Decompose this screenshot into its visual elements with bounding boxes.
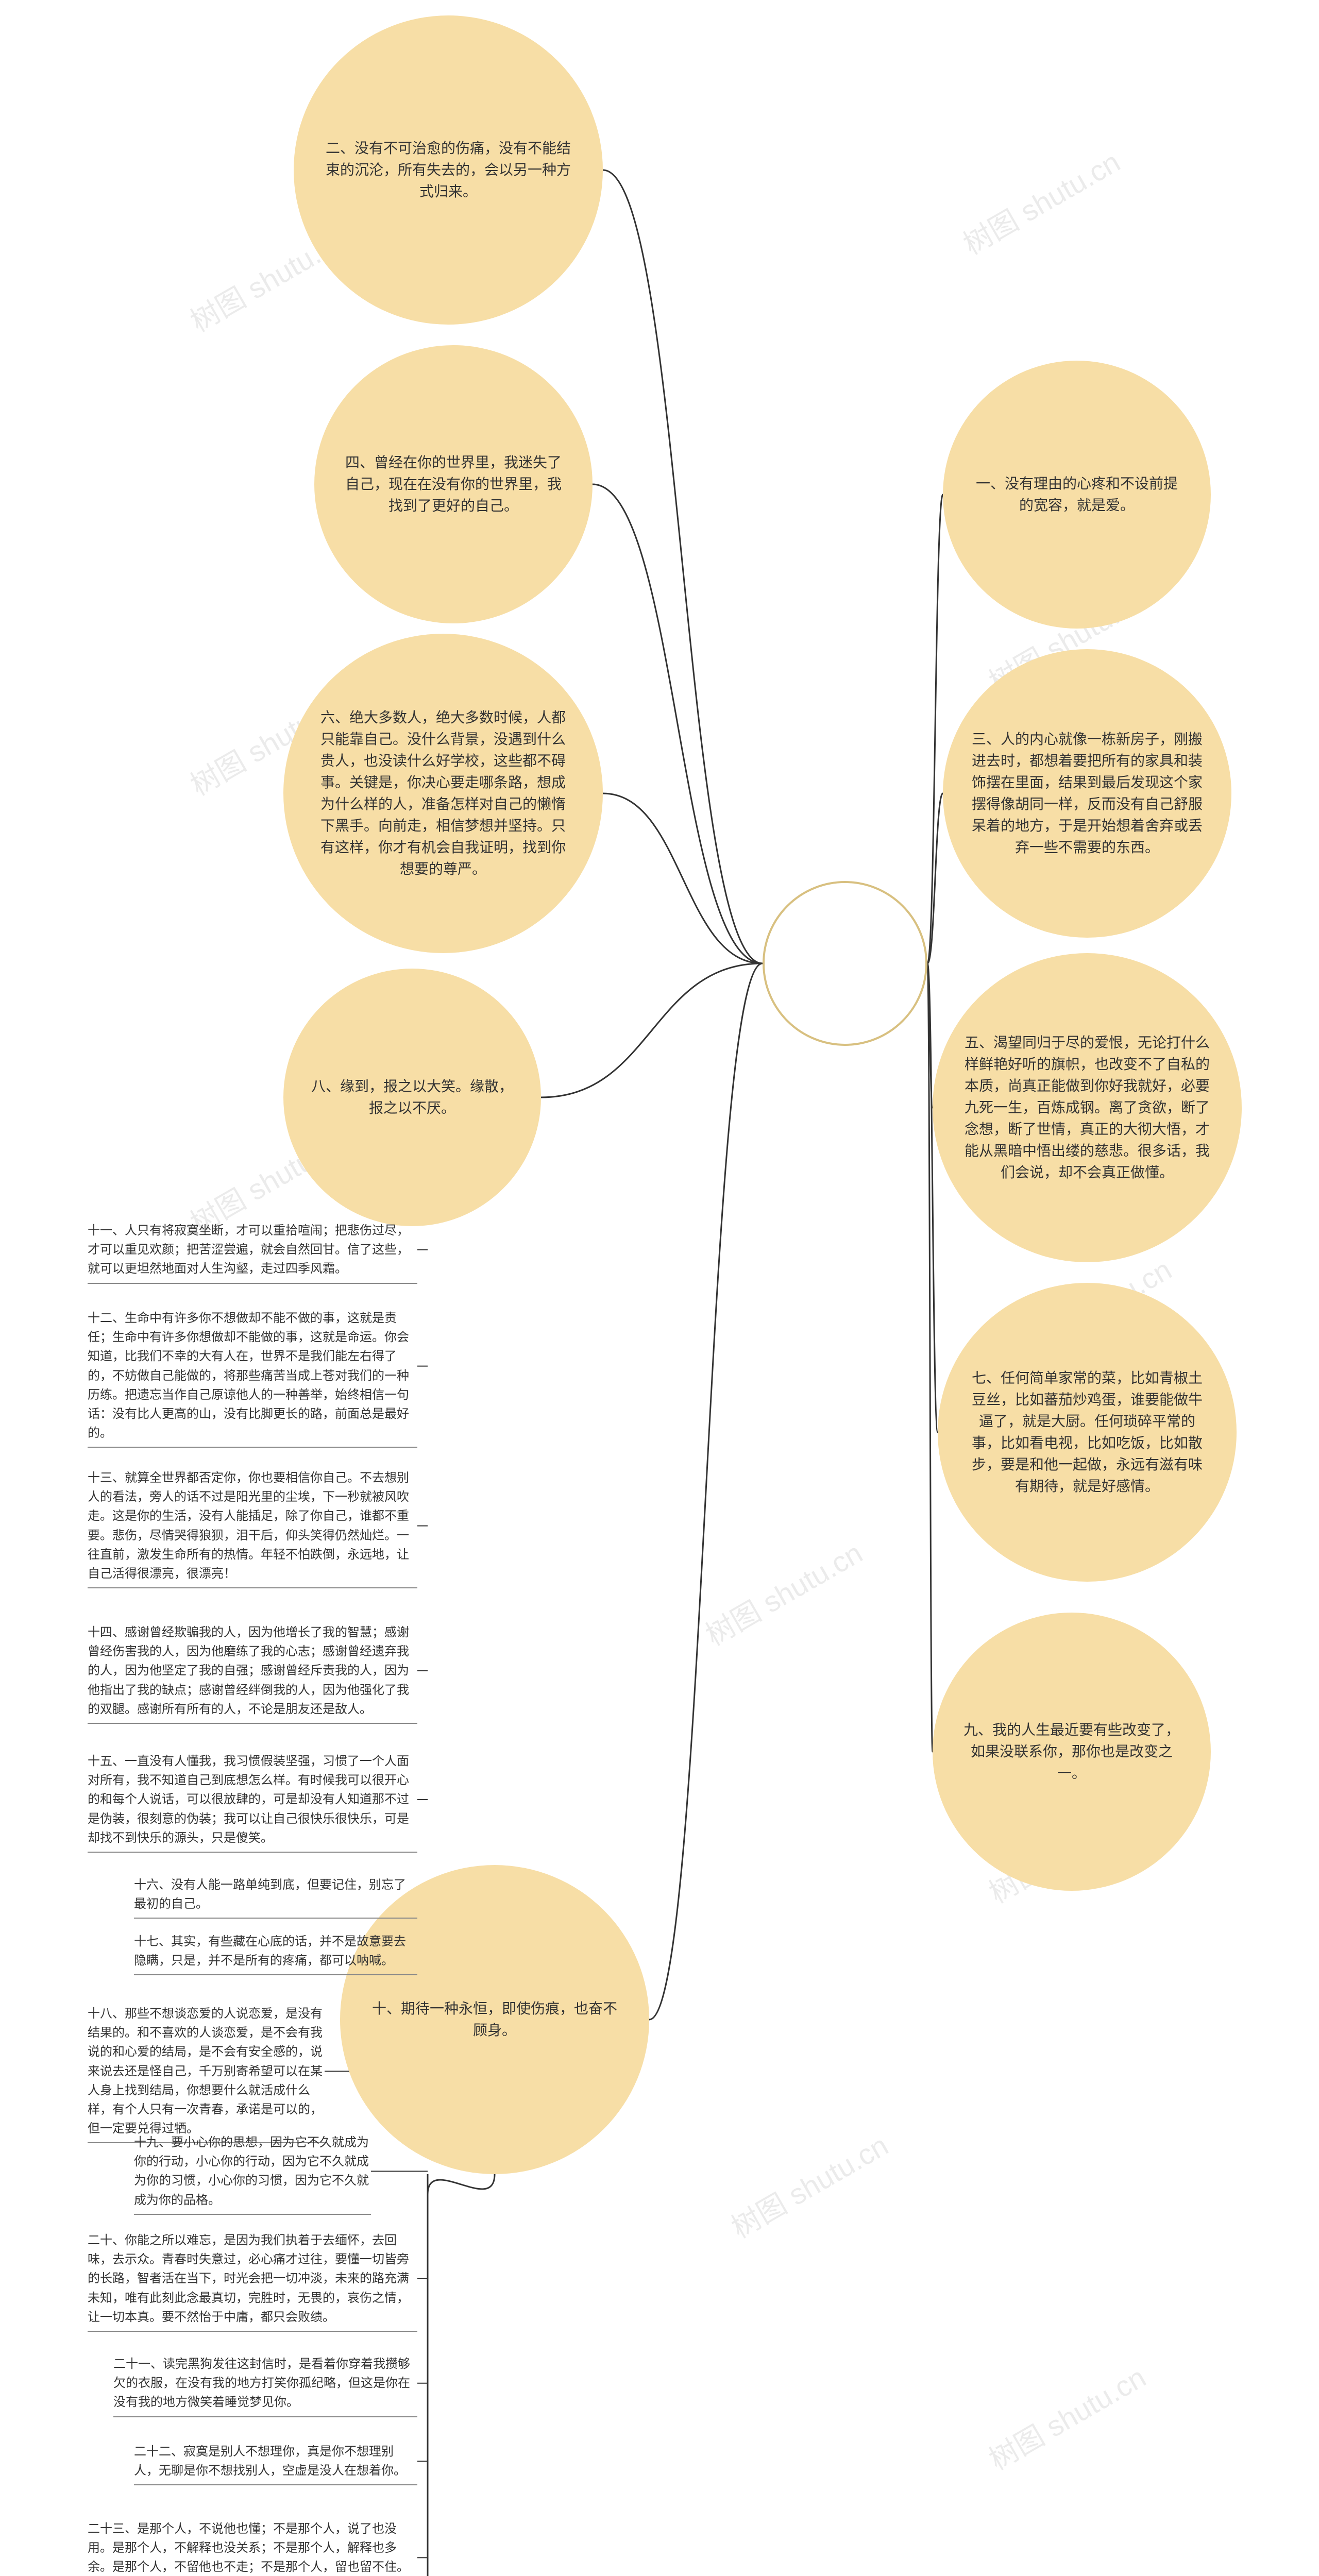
leaf-text: 十一、人只有将寂寞坐断，才可以重拾喧闹；把悲伤过尽，才可以重见欢颜；把苦涩尝遍，…	[88, 1224, 409, 1276]
edge	[927, 495, 943, 963]
bubble-text: 八、缘到，报之以大笑。缘散，报之以不厌。	[309, 1076, 515, 1119]
leaf-text: 十五、一直没有人懂我，我习惯假装坚强，习惯了一个人面对所有，我不知道自己到底想怎…	[88, 1754, 409, 1845]
watermark: 树图 shutu.cn	[697, 1531, 869, 1654]
bubble-text: 十、期待一种永恒，即使伤痕，也奋不顾身。	[371, 1998, 618, 2041]
bubble-text: 五、渴望同归于尽的爱恨，无论打什么样鲜艳好听的旗帜，也改变不了自私的本质，尚真正…	[963, 1032, 1211, 1183]
center-node[interactable]	[763, 881, 927, 1046]
leaf-node[interactable]: 十五、一直没有人懂我，我习惯假装坚强，习惯了一个人面对所有，我不知道自己到底想怎…	[88, 1752, 417, 1853]
leaf-text: 十六、没有人能一路单纯到底，但要记住，别忘了最初的自己。	[134, 1878, 406, 1911]
bubble-node[interactable]: 六、绝大多数人，绝大多数时候，人都只能靠自己。没什么背景，没遇到什么贵人，也没读…	[283, 634, 603, 953]
bubble-node[interactable]: 四、曾经在你的世界里，我迷失了自己，现在在没有你的世界里，我找到了更好的自己。	[314, 345, 593, 623]
leaf-node[interactable]: 二十三、是那个人，不说他也懂；不是那个人，说了也没用。是那个人，不解释也没关系；…	[88, 2519, 417, 2576]
edge	[927, 963, 933, 1752]
leaf-text: 二十二、寂寞是别人不想理你，真是你不想理别人，无聊是你不想找别人，空虚是没人在想…	[134, 2445, 406, 2478]
edge	[593, 484, 763, 963]
leaf-node[interactable]: 二十二、寂寞是别人不想理你，真是你不想理别人，无聊是你不想找别人，空虚是没人在想…	[134, 2442, 417, 2485]
leaf-node[interactable]: 十二、生命中有许多你不想做却不能不做的事，这就是责任；生命中有许多你想做却不能做…	[88, 1309, 417, 1448]
leaf-node[interactable]: 十一、人只有将寂寞坐断，才可以重拾喧闹；把悲伤过尽，才可以重见欢颜；把苦涩尝遍，…	[88, 1221, 417, 1284]
bubble-text: 二、没有不可治愈的伤痛，没有不能结束的沉沦，所有失去的，会以另一种方式归来。	[325, 138, 572, 202]
watermark: 树图 shutu.cn	[954, 140, 1126, 263]
leaf-node[interactable]: 二十、你能之所以难忘，是因为我们执着于去缅怀，去回味，去示众。青春时失意过，必心…	[88, 2231, 417, 2332]
bubble-node[interactable]: 五、渴望同归于尽的爱恨，无论打什么样鲜艳好听的旗帜，也改变不了自私的本质，尚真正…	[933, 953, 1242, 1262]
leaf-node[interactable]: 十三、就算全世界都否定你，你也要相信你自己。不去想别人的看法，旁人的话不过是阳光…	[88, 1468, 417, 1588]
edge	[927, 963, 933, 1108]
edge	[927, 793, 943, 963]
leaf-node[interactable]: 二十一、读完黑狗发往这封信时，是看着你穿着我攒够欠的衣服，在没有我的地方打笑你孤…	[113, 2354, 417, 2417]
bubble-node[interactable]: 二、没有不可治愈的伤痛，没有不能结束的沉沦，所有失去的，会以另一种方式归来。	[294, 15, 603, 325]
leaf-text: 十四、感谢曾经欺骗我的人，因为他增长了我的智慧；感谢曾经伤害我的人，因为他磨练了…	[88, 1625, 409, 1716]
edge	[649, 963, 763, 2020]
leaf-text: 十三、就算全世界都否定你，你也要相信你自己。不去想别人的看法，旁人的话不过是阳光…	[88, 1471, 409, 1581]
leaf-node[interactable]: 十七、其实，有些藏在心底的话，并不是故意要去隐瞒，只是，并不是所有的疼痛，都可以…	[134, 1932, 417, 1975]
leaf-node[interactable]: 十九、要小心你的思想，因为它不久就成为你的行动，小心你的行动，因为它不久就成为你…	[134, 2133, 371, 2215]
bubble-text: 六、绝大多数人，绝大多数时候，人都只能靠自己。没什么背景，没遇到什么贵人，也没读…	[315, 707, 571, 880]
leaf-text: 十八、那些不想谈恋爱的人说恋爱，是没有结果的。和不喜欢的人谈恋爱，是不会有我说的…	[88, 2007, 323, 2136]
leaf-text: 二十、你能之所以难忘，是因为我们执着于去缅怀，去回味，去示众。青春时失意过，必心…	[88, 2233, 409, 2324]
edge	[603, 793, 763, 963]
edge	[541, 963, 763, 1097]
leaf-text: 十二、生命中有许多你不想做却不能不做的事，这就是责任；生命中有许多你想做却不能做…	[88, 1311, 409, 1440]
leaf-text: 二十一、读完黑狗发往这封信时，是看着你穿着我攒够欠的衣服，在没有我的地方打笑你孤…	[113, 2357, 410, 2409]
leaf-node[interactable]: 十八、那些不想谈恋爱的人说恋爱，是没有结果的。和不喜欢的人谈恋爱，是不会有我说的…	[88, 2004, 325, 2143]
bubble-node[interactable]: 九、我的人生最近要有些改变了，如果没联系你，那你也是改变之一。	[933, 1613, 1211, 1891]
bubble-text: 九、我的人生最近要有些改变了，如果没联系你，那你也是改变之一。	[960, 1719, 1183, 1784]
leaf-text: 十七、其实，有些藏在心底的话，并不是故意要去隐瞒，只是，并不是所有的疼痛，都可以…	[134, 1935, 406, 1968]
leaf-text: 二十三、是那个人，不说他也懂；不是那个人，说了也没用。是那个人，不解释也没关系；…	[88, 2522, 409, 2576]
edge	[603, 170, 763, 963]
bubble-node[interactable]: 一、没有理由的心疼和不设前提的宽容，就是爱。	[943, 361, 1211, 629]
bubble-node[interactable]: 八、缘到，报之以大笑。缘散，报之以不厌。	[283, 969, 541, 1226]
watermark: 树图 shutu.cn	[722, 2123, 894, 2247]
watermark: 树图 shutu.cn	[980, 2355, 1152, 2479]
bubble-text: 三、人的内心就像一栋新房子，刚搬进去时，都想着要把所有的家具和装饰摆在里面，结果…	[972, 728, 1203, 858]
bubble-node[interactable]: 三、人的内心就像一栋新房子，刚搬进去时，都想着要把所有的家具和装饰摆在里面，结果…	[943, 649, 1231, 938]
bubble-text: 一、没有理由的心疼和不设前提的宽容，就是爱。	[970, 473, 1184, 516]
bubble-node[interactable]: 七、任何简单家常的菜，比如青椒土豆丝，比如蕃茄炒鸡蛋，谁要能做牛逼了，就是大厨。…	[938, 1283, 1237, 1582]
leaf-trunk-connector	[428, 2174, 495, 2195]
edge	[927, 963, 938, 1432]
leaf-node[interactable]: 十六、没有人能一路单纯到底，但要记住，别忘了最初的自己。	[134, 1875, 417, 1919]
bubble-text: 七、任何简单家常的菜，比如青椒土豆丝，比如蕃茄炒鸡蛋，谁要能做牛逼了，就是大厨。…	[968, 1367, 1207, 1497]
bubble-text: 四、曾经在你的世界里，我迷失了自己，现在在没有你的世界里，我找到了更好的自己。	[342, 452, 565, 517]
leaf-node[interactable]: 十四、感谢曾经欺骗我的人，因为他增长了我的智慧；感谢曾经伤害我的人，因为他磨练了…	[88, 1623, 417, 1724]
mindmap-canvas: 树图 shutu.cn 树图 shutu.cn 树图 shutu.cn 树图 shut…	[0, 0, 1319, 2576]
leaf-text: 十九、要小心你的思想，因为它不久就成为你的行动，小心你的行动，因为它不久就成为你…	[134, 2136, 369, 2207]
